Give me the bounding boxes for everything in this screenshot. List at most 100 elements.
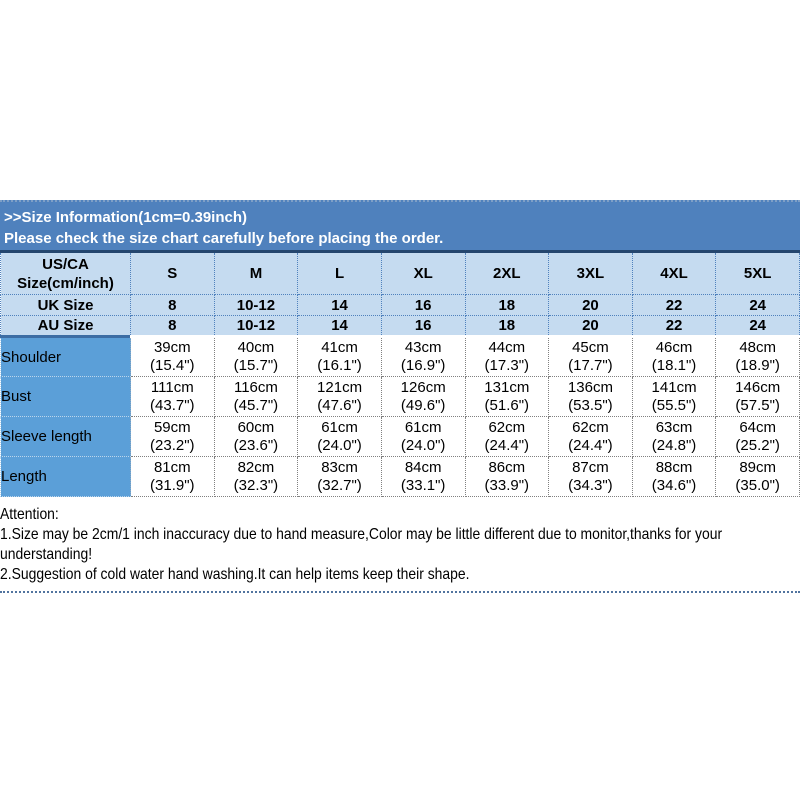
size-row: AU Size 8 10-12 14 16 18 20 22 24 bbox=[0, 315, 800, 338]
measurement-cell: 62cm (24.4") bbox=[548, 416, 633, 457]
inch-value: (15.7") bbox=[233, 357, 279, 374]
inch-value: (47.6") bbox=[317, 396, 362, 414]
measurement-cell: 62cm (24.4") bbox=[464, 416, 550, 457]
cm-value: 141cm bbox=[651, 378, 697, 396]
inch-value: (24.4") bbox=[568, 436, 613, 454]
inch-value: (25.2") bbox=[735, 436, 780, 454]
inch-value: (31.9") bbox=[150, 476, 195, 494]
measurement-cell: 41cm (16.1") bbox=[297, 335, 382, 377]
measurement-cell: 61cm (24.0") bbox=[297, 416, 382, 457]
cm-value: 45cm bbox=[572, 339, 609, 356]
size-value-cell: 10-12 bbox=[213, 315, 299, 338]
size-value-cell: 16 bbox=[380, 315, 466, 338]
measurement-cell: 81cm (31.9") bbox=[130, 456, 215, 497]
size-header-cell: 3XL bbox=[548, 250, 633, 295]
measurement-label: Bust bbox=[0, 376, 131, 417]
cm-value: 83cm bbox=[321, 458, 358, 476]
cm-value: 146cm bbox=[735, 378, 781, 396]
inch-value: (49.6") bbox=[400, 396, 446, 414]
cm-value: 43cm bbox=[404, 339, 442, 356]
size-value-cell: 8 bbox=[130, 294, 215, 316]
banner: >>Size Information(1cm=0.39inch) Please … bbox=[0, 200, 800, 250]
size-header-cell: 4XL bbox=[631, 250, 717, 295]
measurement-cell: 111cm (43.7") bbox=[130, 376, 215, 417]
measurement-cell: 43cm (16.9") bbox=[380, 335, 466, 377]
measurement-label: Length bbox=[0, 456, 131, 497]
inch-value: (17.3") bbox=[484, 357, 530, 374]
size-table-body: US/CA Size(cm/inch) S M L XL 2XL 3XL 4XL 5XL UK Si… bbox=[0, 250, 800, 497]
banner-title: >>Size Information(1cm=0.39inch) bbox=[4, 209, 247, 226]
cm-value: 62cm bbox=[572, 418, 609, 436]
inch-value: (43.7") bbox=[150, 396, 195, 414]
inch-value: (17.7") bbox=[568, 357, 613, 374]
size-header-cell: L bbox=[297, 250, 382, 295]
size-value-cell: 20 bbox=[548, 315, 633, 338]
inch-value: (45.7") bbox=[233, 396, 279, 414]
measurement-cell: 131cm (51.6") bbox=[464, 376, 550, 417]
measurement-cell: 40cm (15.7") bbox=[213, 335, 299, 377]
inch-value: (33.9") bbox=[484, 476, 530, 494]
cm-value: 60cm bbox=[237, 418, 275, 436]
inch-value: (32.7") bbox=[317, 476, 362, 494]
cm-value: 82cm bbox=[237, 458, 275, 476]
cm-value: 136cm bbox=[567, 378, 613, 396]
measurement-cell: 86cm (33.9") bbox=[464, 456, 550, 497]
size-row-label: UK Size bbox=[0, 294, 131, 316]
measurement-cell: 60cm (23.6") bbox=[213, 416, 299, 457]
measurement-cell: 45cm (17.7") bbox=[548, 335, 633, 377]
inch-value: (34.3") bbox=[568, 476, 613, 494]
measurement-cell: 63cm (24.8") bbox=[631, 416, 717, 457]
size-value-cell: 22 bbox=[631, 315, 717, 338]
measurement-row: Bust 111cm (43.7") 116cm (45.7") 121cm (47.6")… bbox=[0, 376, 800, 417]
size-header-cell: 2XL bbox=[464, 250, 550, 295]
size-value-cell: 22 bbox=[631, 294, 717, 316]
inch-value: (34.6") bbox=[651, 476, 697, 494]
cm-value: 64cm bbox=[739, 418, 777, 436]
measurement-cell: 88cm (34.6") bbox=[631, 456, 717, 497]
cm-value: 81cm bbox=[153, 458, 191, 476]
size-value-cell: 20 bbox=[548, 294, 633, 316]
corner-line-2: Size(cm/inch) bbox=[17, 274, 114, 292]
size-value-cell: 14 bbox=[297, 294, 382, 316]
cm-value: 44cm bbox=[488, 339, 526, 356]
size-value-cell: 8 bbox=[130, 315, 215, 338]
size-header-cell: XL bbox=[380, 250, 466, 295]
cm-value: 41cm bbox=[321, 339, 358, 356]
inch-value: (57.5") bbox=[735, 396, 780, 414]
measurement-row: Length 81cm (31.9") 82cm (32.3") 83cm (32.7") 8… bbox=[0, 456, 800, 497]
cm-value: 88cm bbox=[655, 458, 693, 476]
size-value-cell: 18 bbox=[464, 294, 550, 316]
size-row: UK Size 8 10-12 14 16 18 20 22 24 bbox=[0, 294, 800, 316]
table-header-row: US/CA Size(cm/inch) S M L XL 2XL 3XL 4XL 5XL bbox=[0, 250, 800, 295]
cm-value: 89cm bbox=[739, 458, 777, 476]
cm-value: 111cm bbox=[150, 378, 194, 396]
measurement-cell: 39cm (15.4") bbox=[130, 335, 215, 377]
attention-heading: Attention: bbox=[0, 506, 59, 523]
cm-value: 39cm bbox=[153, 339, 191, 356]
inch-value: (23.6") bbox=[233, 436, 279, 454]
inch-value: (24.0") bbox=[317, 436, 362, 454]
inch-value: (51.6") bbox=[484, 396, 530, 414]
cm-value: 121cm bbox=[317, 378, 363, 396]
attention-note-2: 2.Suggestion of cold water hand washing.… bbox=[0, 566, 470, 583]
cm-value: 84cm bbox=[404, 458, 442, 476]
cm-value: 116cm bbox=[233, 378, 278, 396]
cm-value: 131cm bbox=[484, 378, 530, 396]
attention-section: Attention: 1.Size may be 2cm/1 inch inac… bbox=[0, 505, 800, 585]
measurement-label: Sleeve length bbox=[0, 416, 131, 457]
corner-header-cell: US/CA Size(cm/inch) bbox=[0, 250, 131, 295]
measurement-cell: 61cm (24.0") bbox=[380, 416, 466, 457]
measurement-cell: 48cm (18.9") bbox=[715, 335, 800, 377]
cm-value: 46cm bbox=[655, 339, 693, 356]
cm-value: 62cm bbox=[488, 418, 526, 436]
measurement-cell: 116cm (45.7") bbox=[213, 376, 299, 417]
measurement-cell: 83cm (32.7") bbox=[297, 456, 382, 497]
cm-value: 87cm bbox=[572, 458, 609, 476]
measurement-cell: 64cm (25.2") bbox=[715, 416, 800, 457]
attention-note-1: 1.Size may be 2cm/1 inch inaccuracy due … bbox=[0, 526, 723, 563]
banner-subtitle: Please check the size chart carefully be… bbox=[4, 230, 444, 247]
inch-value: (53.5") bbox=[568, 396, 613, 414]
size-value-cell: 10-12 bbox=[213, 294, 299, 316]
size-header-cell: 5XL bbox=[715, 250, 800, 295]
